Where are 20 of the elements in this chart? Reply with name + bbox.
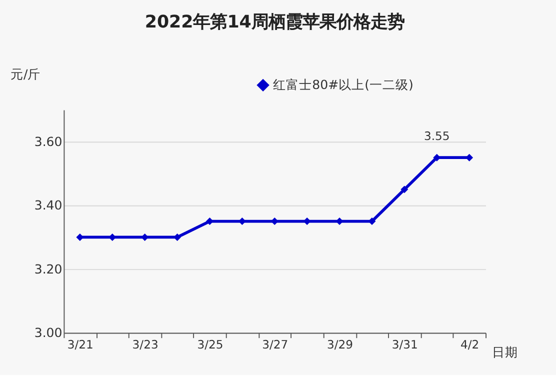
x-tick-label: 3/27 [262, 338, 288, 352]
x-tick-label: 3/21 [67, 338, 94, 352]
x-axis-title: 日期 [492, 344, 518, 360]
point [400, 186, 408, 194]
x-tick-label: 3/23 [132, 338, 158, 352]
x-tick-label: 4/2 [460, 338, 480, 352]
y-tick-label: 3.60 [34, 134, 62, 149]
point [206, 218, 214, 226]
point [174, 233, 182, 241]
y-tick-label: 3.20 [34, 261, 62, 276]
data-label: 3.55 [424, 129, 450, 144]
chart-title: 2022年第14周栖霞苹果价格走势 [144, 12, 404, 33]
legend-label: 红富士80#以上(一二级) [273, 77, 414, 92]
y-tick-label: 3.40 [34, 198, 62, 213]
point [466, 154, 474, 162]
y-axis-title: 元/斤 [10, 66, 41, 82]
x-tick-label: 3/29 [327, 338, 353, 352]
x-tick-label: 3/31 [392, 338, 418, 352]
y-tick-label: 3.00 [34, 325, 62, 340]
x-tick-label: 3/25 [197, 338, 224, 352]
